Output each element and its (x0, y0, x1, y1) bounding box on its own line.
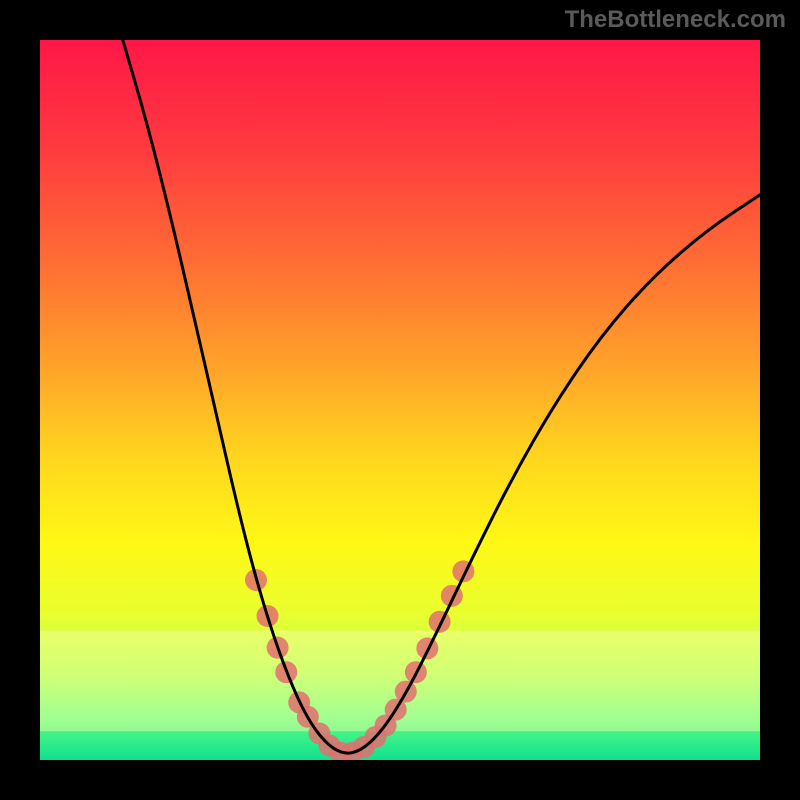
chart-svg (40, 40, 760, 760)
plot-area (40, 40, 760, 760)
chart-frame: TheBottleneck.com (0, 0, 800, 800)
watermark-text: TheBottleneck.com (565, 6, 786, 34)
